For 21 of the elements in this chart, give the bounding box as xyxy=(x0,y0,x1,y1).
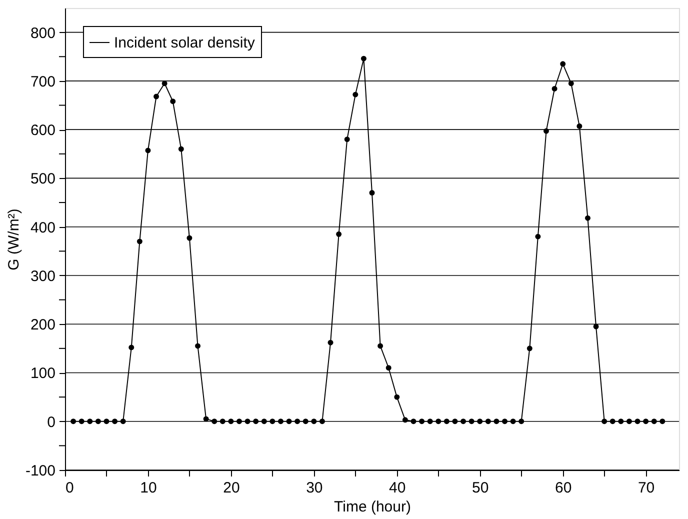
y-tick-label: 800 xyxy=(30,24,56,42)
y-tick-label: 100 xyxy=(30,365,56,382)
x-tick-label: 40 xyxy=(389,480,406,496)
y-tick-label: 600 xyxy=(30,122,56,140)
x-axis-title: Time (hour) xyxy=(334,498,411,516)
y-tick-label: 700 xyxy=(30,73,56,90)
x-tick-label: 20 xyxy=(223,480,240,496)
x-tick-label: 50 xyxy=(472,480,489,496)
y-tick-label: -100 xyxy=(25,462,56,480)
y-axis-title: G (W/m²) xyxy=(5,208,22,270)
y-tick-label: 300 xyxy=(30,268,56,285)
x-tick-label: 0 xyxy=(66,480,74,496)
x-tick-label: 30 xyxy=(306,480,323,496)
y-tick-label: 400 xyxy=(30,219,56,236)
legend-label: Incident solar density xyxy=(114,34,256,52)
x-tick-label: 10 xyxy=(140,480,157,496)
x-tick-label: 70 xyxy=(638,480,655,496)
y-tick-label: 200 xyxy=(30,316,56,334)
y-tick-label: 0 xyxy=(47,414,56,431)
x-tick-label: 60 xyxy=(554,480,572,496)
y-tick-label: 500 xyxy=(30,170,56,188)
